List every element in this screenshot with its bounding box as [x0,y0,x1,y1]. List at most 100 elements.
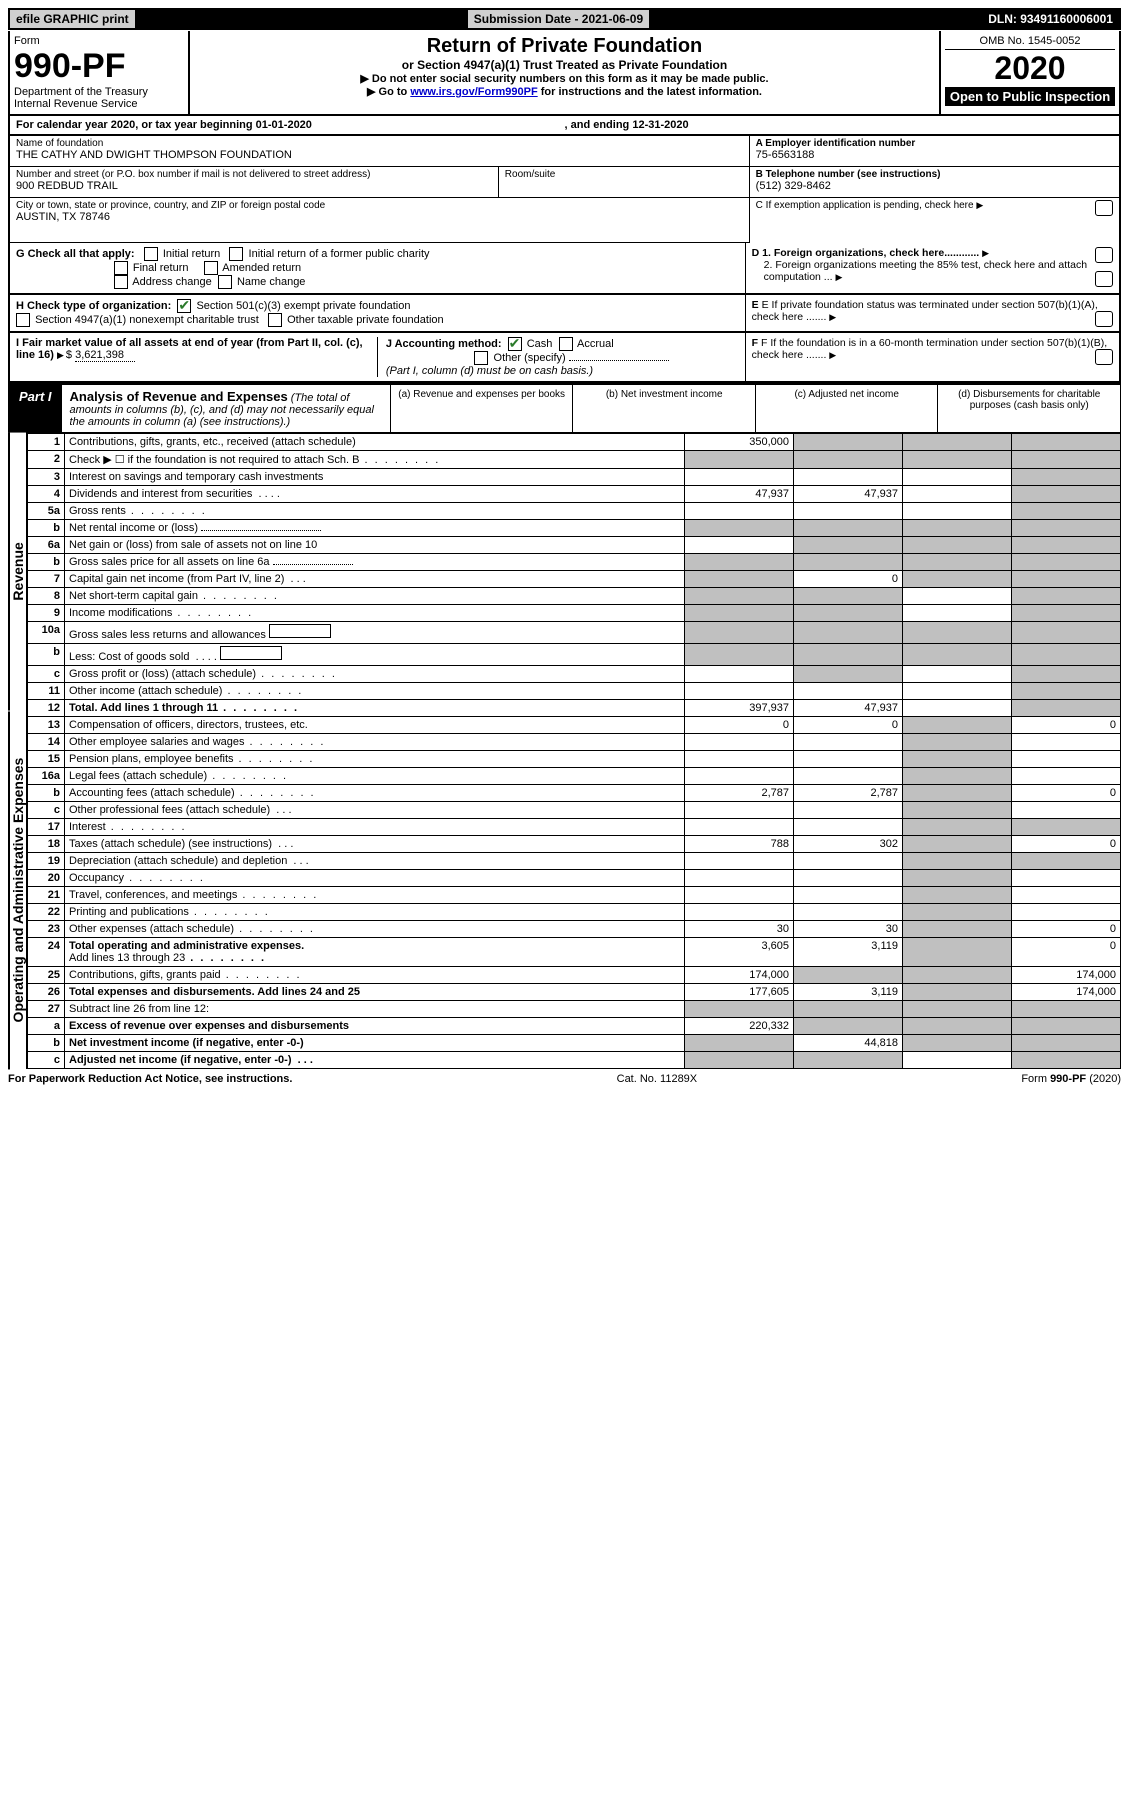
e-checkbox[interactable] [1095,311,1113,327]
d1-checkbox[interactable] [1095,247,1113,263]
section-g-d: G Check all that apply: Initial return I… [8,243,1121,295]
table-row: 13Compensation of officers, directors, t… [27,717,1121,734]
city: AUSTIN, TX 78746 [16,211,743,223]
section-h-e: H Check type of organization: Section 50… [8,295,1121,333]
table-row: 11Other income (attach schedule) [27,683,1121,700]
e-label: E If private foundation status was termi… [752,299,1098,323]
omb-number: OMB No. 1545-0052 [945,35,1115,50]
table-row: 7Capital gain net income (from Part IV, … [27,571,1121,588]
arrow-icon [982,247,991,259]
chk-final[interactable] [114,261,128,275]
arrow-icon [57,349,66,361]
table-row: 25Contributions, gifts, grants paid174,0… [27,967,1121,984]
table-row: bGross sales price for all assets on lin… [27,554,1121,571]
arrow-icon [829,311,838,323]
page-footer: For Paperwork Reduction Act Notice, see … [8,1069,1121,1085]
table-row: 15Pension plans, employee benefits [27,751,1121,768]
cat-no: Cat. No. 11289X [617,1073,698,1085]
form-number: 990-PF [14,47,184,86]
tax-year: 2020 [945,50,1115,87]
j-label: J Accounting method: [386,338,502,350]
dept-label: Department of the Treasury [14,86,184,98]
table-row: 18Taxes (attach schedule) (see instructi… [27,836,1121,853]
h-label: H Check type of organization: [16,300,171,312]
phone-label: B Telephone number (see instructions) [756,169,1113,180]
table-row: 4Dividends and interest from securities … [27,486,1121,503]
irs-link[interactable]: www.irs.gov/Form990PF [410,86,537,98]
part-label: Part I [9,385,62,432]
addr: 900 REDBUD TRAIL [16,180,492,192]
table-row: 6aNet gain or (loss) from sale of assets… [27,537,1121,554]
table-row: cOther professional fees (attach schedul… [27,802,1121,819]
chk-address[interactable] [114,275,128,289]
table-row: 2Check ▶ ☐ if the foundation is not requ… [27,451,1121,469]
chk-initial-former[interactable] [229,247,243,261]
chk-amended[interactable] [204,261,218,275]
table-row: 5aGross rents [27,503,1121,520]
dln: DLN: 93491160006001 [982,10,1119,28]
chk-name[interactable] [218,275,232,289]
phone: (512) 329-8462 [756,180,1113,192]
col-c-head: (c) Adjusted net income [755,385,938,432]
calendar-year-row: For calendar year 2020, or tax year begi… [8,116,1121,136]
col-d-head: (d) Disbursements for charitable purpose… [937,385,1120,432]
table-row: 27Subtract line 26 from line 12: [27,1001,1121,1018]
table-row: 26Total expenses and disbursements. Add … [27,984,1121,1001]
table-row: 24Total operating and administrative exp… [27,938,1121,967]
d2-checkbox[interactable] [1095,271,1113,287]
table-row: 21Travel, conferences, and meetings [27,887,1121,904]
col-a-head: (a) Revenue and expenses per books [390,385,573,432]
chk-other-method[interactable] [474,351,488,365]
submission-date: Submission Date - 2021-06-09 [466,10,651,28]
table-row: 3Interest on savings and temporary cash … [27,469,1121,486]
d1-label: D 1. Foreign organizations, check here..… [752,247,980,259]
form-ref: Form 990-PF (2020) [1021,1073,1121,1085]
table-row: 22Printing and publications [27,904,1121,921]
f-checkbox[interactable] [1095,349,1113,365]
efile-label[interactable]: efile GRAPHIC print [10,10,135,28]
c-checkbox[interactable] [1095,200,1113,216]
foundation-name: THE CATHY AND DWIGHT THOMPSON FOUNDATION [16,149,743,161]
fmv-value: 3,621,398 [75,349,135,362]
table-row: bAccounting fees (attach schedule)2,7872… [27,785,1121,802]
form-word: Form [14,35,184,47]
part-title: Analysis of Revenue and Expenses [70,389,288,404]
c-label: C If exemption application is pending, c… [756,200,974,211]
irs-label: Internal Revenue Service [14,98,184,110]
chk-accrual[interactable] [559,337,573,351]
ein: 75-6563188 [756,149,1113,161]
chk-initial[interactable] [144,247,158,261]
i-label: I Fair market value of all assets at end… [16,337,363,361]
table-row: cGross profit or (loss) (attach schedule… [27,666,1121,683]
table-row: 1Contributions, gifts, grants, etc., rec… [27,434,1121,451]
table-row: bNet investment income (if negative, ent… [27,1035,1121,1052]
table-row: bNet rental income or (loss) [27,520,1121,537]
chk-cash[interactable] [508,337,522,351]
chk-other-tax[interactable] [268,313,282,327]
section-ijf: I Fair market value of all assets at end… [8,333,1121,383]
part1-body: Revenue Operating and Administrative Exp… [8,433,1121,1069]
room-label: Room/suite [498,167,749,197]
entity-info: Name of foundation THE CATHY AND DWIGHT … [8,136,1121,243]
table-row: bLess: Cost of goods sold . . . . [27,644,1121,666]
table-row: cAdjusted net income (if negative, enter… [27,1052,1121,1069]
instr-2: ▶ Go to www.irs.gov/Form990PF for instru… [200,85,929,98]
arrow-icon [976,200,985,211]
table-row: aExcess of revenue over expenses and dis… [27,1018,1121,1035]
table-row: 9Income modifications [27,605,1121,622]
table-row: 12Total. Add lines 1 through 11397,93747… [27,700,1121,717]
chk-4947[interactable] [16,313,30,327]
table-row: 20Occupancy [27,870,1121,887]
chk-501c3[interactable] [177,299,191,313]
form-header: Form 990-PF Department of the Treasury I… [8,31,1121,116]
addr-label: Number and street (or P.O. box number if… [16,169,492,180]
arrow-icon [829,349,838,361]
table-row: 17Interest [27,819,1121,836]
d2-label: 2. Foreign organizations meeting the 85%… [764,259,1087,283]
table-row: 8Net short-term capital gain [27,588,1121,605]
j-note: (Part I, column (d) must be on cash basi… [386,365,593,377]
open-public: Open to Public Inspection [945,87,1115,106]
table-row: 19Depreciation (attach schedule) and dep… [27,853,1121,870]
part1-header: Part I Analysis of Revenue and Expenses … [8,383,1121,433]
arrow-icon [835,271,844,283]
